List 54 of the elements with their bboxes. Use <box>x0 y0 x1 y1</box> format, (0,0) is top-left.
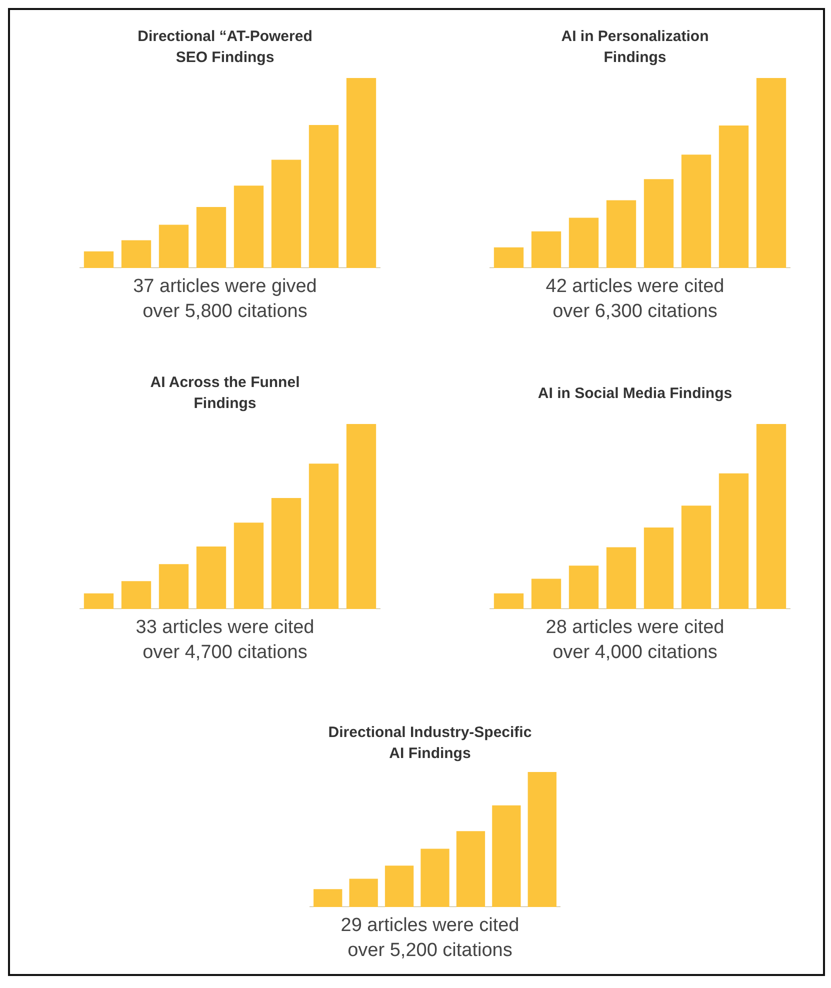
bar <box>384 866 414 907</box>
bar <box>756 78 786 268</box>
bar <box>681 506 712 609</box>
text: over 4,000 citations <box>552 641 718 665</box>
bar <box>158 224 189 268</box>
bar <box>121 581 152 609</box>
text: over 5,200 citations <box>346 939 514 963</box>
bar <box>718 126 749 268</box>
text: over 4,700 citations <box>142 641 308 665</box>
chart-title: Directional Industry-Specific AI Findings <box>328 723 532 764</box>
chart-title: Directional “AT-Powered SEO Findings <box>138 27 312 68</box>
text: 37 articles were gived <box>132 275 318 299</box>
bar <box>346 424 376 609</box>
bar <box>314 889 342 907</box>
bar <box>494 247 524 268</box>
text: 28 articles were cited <box>544 616 726 640</box>
bar <box>531 231 562 268</box>
bar <box>420 848 450 907</box>
bar <box>234 186 264 268</box>
text: over 5,800 citations <box>142 300 308 324</box>
bar <box>84 251 114 268</box>
bar <box>196 546 226 609</box>
bar <box>349 878 378 907</box>
bar <box>606 200 636 268</box>
bar <box>196 207 226 268</box>
chart-title: AI Across the Funnel Findings <box>150 373 300 414</box>
bar <box>644 527 674 609</box>
bar <box>346 78 376 268</box>
text: over 6,300 citations <box>552 300 718 324</box>
bar <box>271 160 302 268</box>
bar <box>681 154 712 268</box>
bar <box>568 218 599 268</box>
bar <box>644 179 674 268</box>
bar <box>531 578 562 609</box>
bar <box>158 564 189 609</box>
bar <box>308 464 339 609</box>
text: 29 articles were cited <box>340 914 520 938</box>
bar <box>492 805 521 907</box>
bar <box>568 566 599 609</box>
bar <box>84 593 114 609</box>
bar <box>271 498 302 609</box>
bar <box>308 124 339 268</box>
bar <box>756 424 786 609</box>
text: 42 articles were cited <box>544 275 726 299</box>
text: 33 articles were cited <box>134 616 316 640</box>
bar <box>456 831 486 907</box>
chart-title: AI in Personalization Findings <box>561 27 709 68</box>
bar <box>121 240 152 268</box>
chart-title: AI in Social Media Findings <box>538 384 732 404</box>
bar <box>494 593 524 609</box>
bar <box>718 473 749 609</box>
bar <box>606 547 636 609</box>
bar <box>234 522 264 609</box>
bar <box>528 772 556 907</box>
